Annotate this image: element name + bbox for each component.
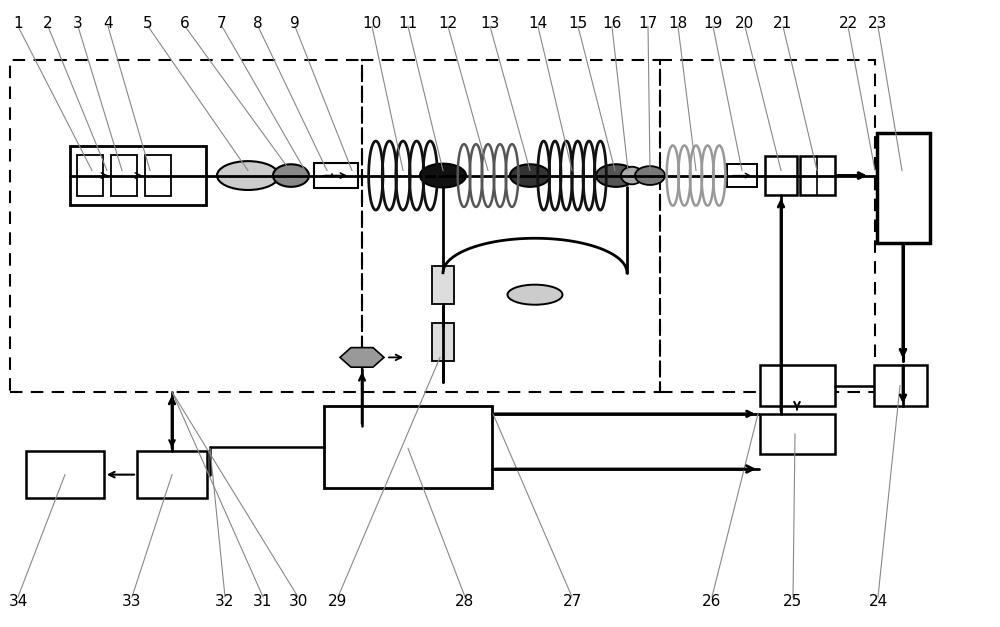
Text: 3: 3 <box>73 16 83 31</box>
Text: 5: 5 <box>143 16 153 31</box>
Text: 8: 8 <box>253 16 263 31</box>
Text: 29: 29 <box>328 594 348 609</box>
Text: 4: 4 <box>103 16 113 31</box>
Bar <box>362 60 660 392</box>
Bar <box>137 451 207 498</box>
Text: 7: 7 <box>217 16 227 31</box>
Ellipse shape <box>508 285 562 305</box>
Bar <box>760 365 835 406</box>
Text: 30: 30 <box>288 594 308 609</box>
Bar <box>765 156 797 195</box>
Ellipse shape <box>635 166 665 185</box>
Text: 34: 34 <box>8 594 28 609</box>
Bar <box>70 147 206 204</box>
Bar <box>111 155 137 196</box>
Ellipse shape <box>510 164 550 187</box>
Ellipse shape <box>420 164 466 187</box>
Text: 11: 11 <box>398 16 418 31</box>
Bar <box>727 164 757 187</box>
Text: 9: 9 <box>290 16 300 31</box>
Bar <box>760 414 835 454</box>
Text: 31: 31 <box>253 594 273 609</box>
Text: 18: 18 <box>668 16 688 31</box>
Bar <box>314 163 358 188</box>
Bar <box>432 266 454 304</box>
Text: 16: 16 <box>602 16 622 31</box>
Text: 20: 20 <box>735 16 755 31</box>
Bar <box>77 155 103 196</box>
Ellipse shape <box>596 164 636 187</box>
Text: 24: 24 <box>868 594 888 609</box>
Text: 23: 23 <box>868 16 888 31</box>
Polygon shape <box>340 347 384 367</box>
Bar <box>432 323 454 361</box>
Text: 1: 1 <box>13 16 23 31</box>
Text: 17: 17 <box>638 16 658 31</box>
Bar <box>26 451 104 498</box>
Text: 15: 15 <box>568 16 588 31</box>
Text: 13: 13 <box>480 16 500 31</box>
Text: 21: 21 <box>773 16 793 31</box>
Text: 19: 19 <box>703 16 723 31</box>
Text: 6: 6 <box>180 16 190 31</box>
Text: 12: 12 <box>438 16 458 31</box>
Text: 25: 25 <box>783 594 803 609</box>
Text: 10: 10 <box>362 16 382 31</box>
Circle shape <box>355 351 375 364</box>
Ellipse shape <box>621 167 643 184</box>
Text: 33: 33 <box>122 594 142 609</box>
Text: 28: 28 <box>455 594 475 609</box>
Text: 26: 26 <box>702 594 722 609</box>
Bar <box>10 60 362 392</box>
Bar <box>145 155 171 196</box>
Bar <box>874 365 926 406</box>
Text: 14: 14 <box>528 16 548 31</box>
Bar <box>324 406 492 488</box>
Text: 2: 2 <box>43 16 53 31</box>
Text: 27: 27 <box>562 594 582 609</box>
Bar <box>876 134 930 243</box>
Ellipse shape <box>217 161 279 190</box>
Bar <box>800 156 834 195</box>
Bar <box>660 60 875 392</box>
Ellipse shape <box>273 164 309 187</box>
Text: 32: 32 <box>215 594 235 609</box>
Text: 22: 22 <box>838 16 858 31</box>
